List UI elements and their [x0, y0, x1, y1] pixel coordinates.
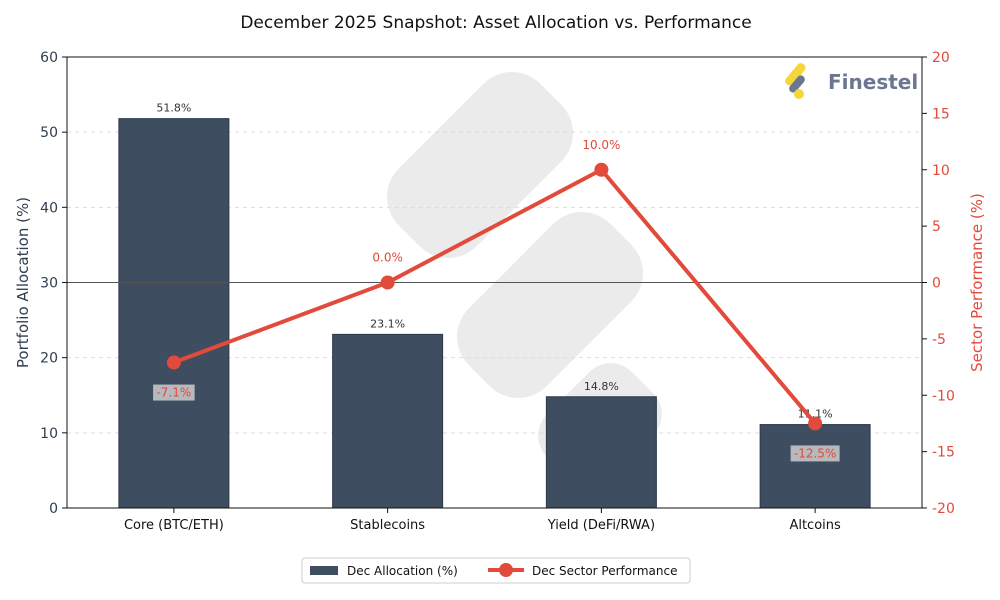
performance-point-2 [594, 162, 609, 177]
label-background [790, 445, 840, 462]
performance-label: 0.0% [372, 251, 403, 265]
y-right-tick-label: 0 [932, 276, 941, 292]
y-right-tick-label: 10 [932, 163, 950, 179]
x-tick-label: Stablecoins [350, 518, 425, 533]
y-tick-label: 20 [40, 351, 58, 367]
y-right-tick-label: -15 [932, 445, 955, 461]
x-tick-label: Core (BTC/ETH) [124, 518, 224, 533]
bar-label: 23.1% [370, 317, 405, 330]
y-right-tick-label: -10 [932, 388, 955, 404]
bar-0 [118, 118, 230, 509]
bar-3 [759, 424, 871, 509]
logo-mark [785, 63, 806, 86]
finestel-logo: Finestel [785, 63, 918, 99]
performance-point-1 [380, 275, 395, 290]
y-tick-label: 10 [40, 426, 58, 442]
legend-swatch-bar [310, 566, 338, 575]
bar-label: 51.8% [156, 102, 191, 115]
y-tick-label: 40 [40, 200, 58, 216]
logo-mark [789, 75, 805, 93]
logo-mark [794, 89, 804, 99]
legend-label: Dec Sector Performance [532, 564, 677, 578]
bar-label: 14.8% [584, 380, 619, 393]
legend-swatch-marker [499, 563, 513, 577]
performance-line [173, 167, 817, 425]
y-tick-label: 0 [49, 501, 58, 517]
bar-1 [332, 333, 444, 509]
performance-label: 10.0% [582, 138, 620, 152]
y-right-tick-label: 15 [932, 106, 950, 122]
x-tick-label: Altcoins [789, 518, 841, 533]
y-tick-label: 60 [40, 50, 58, 66]
y-right-tick-label: -20 [932, 501, 955, 517]
performance-label: -12.5% [794, 446, 836, 460]
label-background [153, 384, 195, 401]
watermark-shape [386, 71, 574, 259]
y-axis-label: Portfolio Allocation (%) [14, 197, 32, 368]
y-right-tick-label: 5 [932, 219, 941, 235]
x-tick-label: Yield (DeFi/RWA) [547, 518, 655, 533]
performance-point-0 [166, 355, 181, 370]
logo-text: Finestel [828, 70, 918, 94]
y-tick-label: 30 [40, 276, 58, 292]
y-right-tick-label: 20 [932, 50, 950, 66]
performance-label: -7.1% [156, 386, 191, 400]
bar-2 [545, 396, 657, 509]
watermark-shape [456, 211, 644, 399]
performance-point-3 [808, 416, 823, 431]
chart-title: December 2025 Snapshot: Asset Allocation… [240, 13, 751, 33]
y-right-axis-label: Sector Performance (%) [968, 193, 986, 372]
legend-label: Dec Allocation (%) [347, 564, 458, 578]
legend: Dec Allocation (%) Dec Sector Performance [301, 557, 691, 584]
y-tick-label: 50 [40, 125, 58, 141]
y-right-tick-label: -5 [932, 332, 946, 348]
